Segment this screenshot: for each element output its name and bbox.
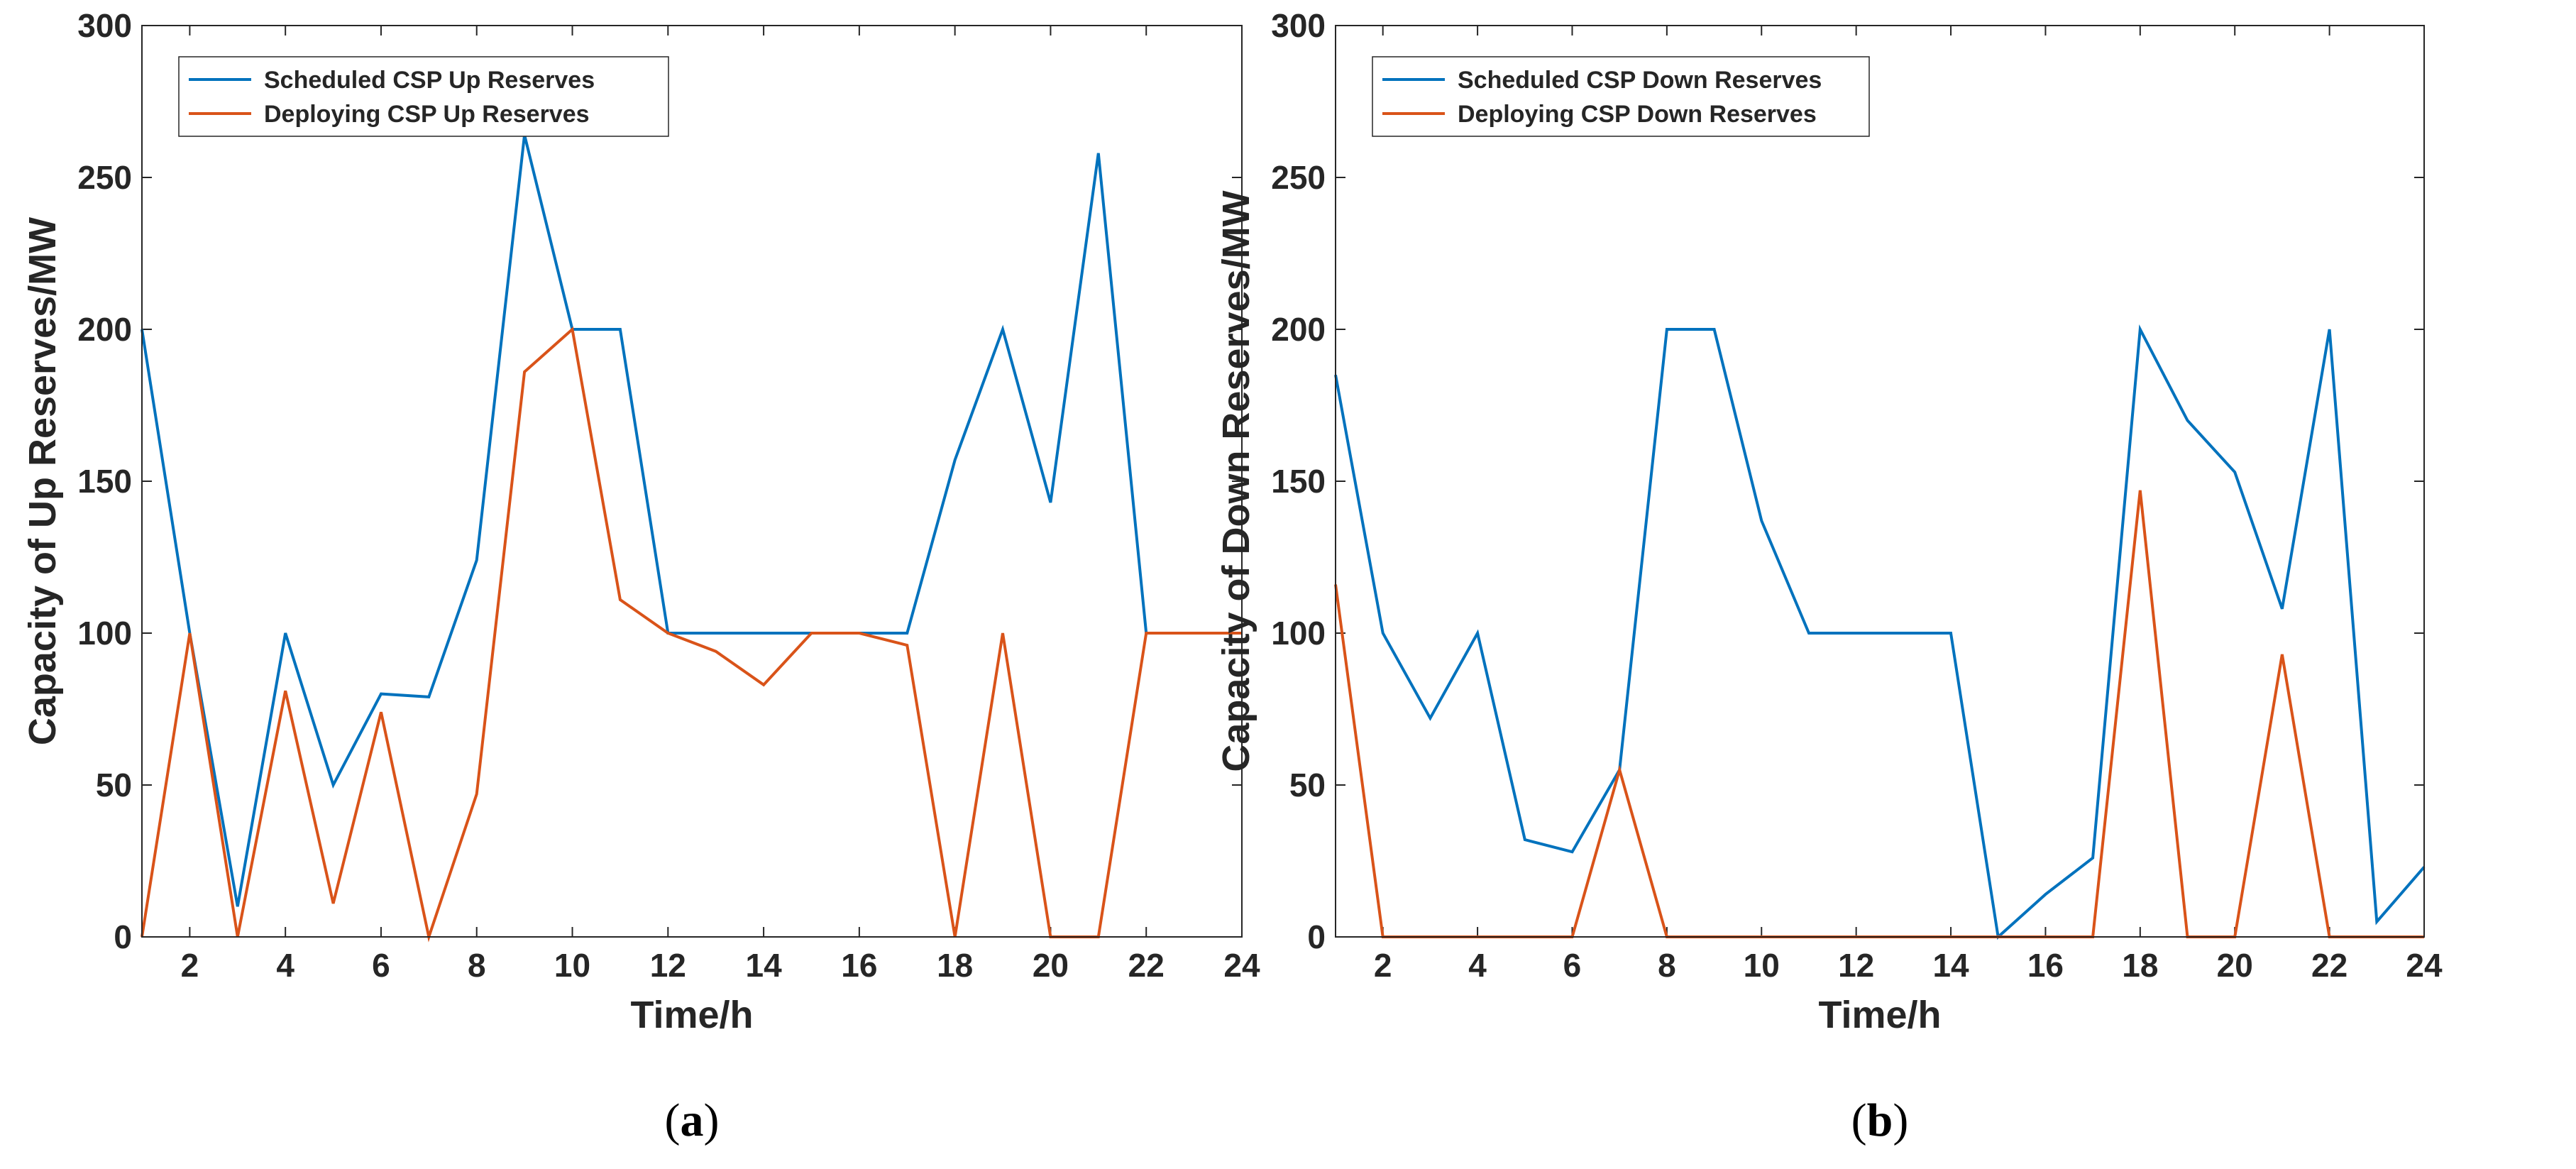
x-tick-label: 18: [937, 947, 973, 984]
y-tick-label: 0: [114, 918, 132, 955]
plot-area-frame-a: [141, 25, 1243, 938]
y-tick-label: 150: [1271, 463, 1326, 500]
panel-label-a: (a): [665, 1094, 720, 1146]
panel-b: 2 4 6 8 10 12 14 16 18 20 22 24 050100150200250300 …: [1215, 7, 2443, 1146]
x-tick-label: 6: [372, 947, 390, 984]
x-ticks-a: 2 4 6 8 10 12 14 16 18 20 22 24: [181, 26, 1260, 984]
y-tick-label: 200: [77, 311, 132, 348]
x-axis-label-a: Time/h: [630, 994, 753, 1036]
x-tick-label: 24: [1223, 947, 1260, 984]
x-tick-label: 6: [1563, 947, 1582, 984]
panel-label-open-paren-b: (: [1851, 1094, 1867, 1146]
legend-box: [1372, 56, 1870, 137]
x-tick-label: 20: [1033, 947, 1069, 984]
x-tick-label: 8: [468, 947, 486, 984]
panel-label-close-paren-b: ): [1893, 1094, 1908, 1146]
series-line-deploying: [1334, 490, 2424, 938]
x-tick-label: 4: [1468, 947, 1487, 984]
x-tick-label: 4: [276, 947, 295, 984]
panel-label-b: (b): [1851, 1094, 1909, 1146]
x-ticks-b: 2 4 6 8 10 12 14 16 18 20 22 24: [1374, 26, 2443, 984]
y-tick-label: 200: [1271, 311, 1326, 348]
series-line-scheduled: [1334, 324, 2426, 940]
x-tick-label: 22: [2311, 947, 2347, 984]
y-tick-label: 100: [77, 615, 132, 652]
legend-entry-label: Scheduled CSP Down Reserves: [1458, 67, 1822, 94]
legend-entry-label: Deploying CSP Down Reserves: [1458, 101, 1817, 128]
y-ticks-a: 0 50 100 150 200 250 300: [77, 7, 1242, 955]
y-tick-label: 150: [77, 463, 132, 500]
y-tick-label: 250: [1271, 159, 1326, 196]
y-ticks-b: 0 50 100 150 200 250 300: [1271, 7, 2424, 955]
panel-label-close-paren-a: ): [704, 1094, 720, 1146]
x-tick-label: 20: [2217, 947, 2253, 984]
panel-label-open-paren-a: (: [665, 1094, 681, 1146]
series-group-b: [1334, 324, 2426, 940]
panel-a: 2 4 6 8 10 12 14 16 18 20 22 24 050100150200250300 …: [21, 7, 1260, 1146]
x-tick-label: 10: [1744, 947, 1780, 984]
y-axis-label-b: Capacity of Down Reserves/MW: [1215, 190, 1257, 772]
x-tick-label: 2: [181, 947, 199, 984]
panel-label-letter-b: b: [1867, 1094, 1893, 1146]
legend-entry-label: Scheduled CSP Up Reserves: [264, 67, 595, 94]
y-tick-label: 100: [1271, 615, 1326, 652]
x-tick-label: 8: [1658, 947, 1676, 984]
plot-area-frame-b: [1335, 25, 2425, 938]
legend-box: [178, 56, 669, 137]
x-tick-label: 14: [746, 947, 783, 984]
x-tick-label: 24: [2406, 947, 2443, 984]
x-tick-label: 10: [554, 947, 590, 984]
legend-entry-label: Deploying CSP Up Reserves: [264, 101, 590, 128]
y-tick-label: 300: [1271, 7, 1326, 44]
x-tick-label: 12: [650, 947, 686, 984]
legend-b: Scheduled CSP Down Reserves Deploying CSP…: [1372, 56, 1870, 137]
x-tick-label: 16: [841, 947, 877, 984]
y-tick-label: 250: [77, 159, 132, 196]
x-tick-label: 12: [1838, 947, 1874, 984]
panel-label-letter-a: a: [681, 1094, 704, 1146]
y-tick-label: 300: [77, 7, 132, 44]
x-tick-label: 16: [2027, 947, 2064, 984]
x-tick-label: 14: [1932, 947, 1969, 984]
x-tick-label: 2: [1374, 947, 1392, 984]
series-line-scheduled: [141, 134, 1242, 907]
x-axis-label-b: Time/h: [1818, 994, 1941, 1036]
x-tick-label: 22: [1128, 947, 1165, 984]
y-tick-label: 0: [1307, 918, 1326, 955]
y-tick-label: 50: [1289, 767, 1326, 803]
y-axis-label-a: Capacity of Up Reserves/MW: [21, 217, 64, 745]
x-tick-label: 18: [2122, 947, 2158, 984]
series-group-a: [141, 134, 1242, 943]
legend-a: Scheduled CSP Up Reserves Deploying CSP U…: [178, 56, 669, 137]
y-tick-label: 50: [96, 767, 132, 803]
